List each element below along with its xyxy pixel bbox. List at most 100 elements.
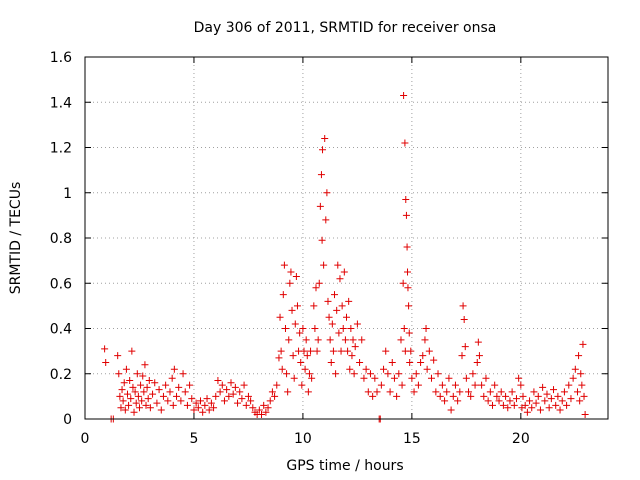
data-point xyxy=(138,397,146,405)
data-point xyxy=(345,297,353,305)
data-point xyxy=(151,379,159,387)
data-point xyxy=(349,336,357,344)
data-point xyxy=(419,352,427,360)
data-point xyxy=(341,336,349,344)
data-point xyxy=(227,379,235,387)
data-point xyxy=(423,365,431,373)
x-axis-label: GPS time / hours xyxy=(286,458,403,474)
data-point xyxy=(188,395,196,403)
data-point xyxy=(458,352,466,360)
data-point xyxy=(286,279,294,287)
data-point xyxy=(560,388,568,396)
data-point xyxy=(512,395,520,403)
data-point xyxy=(402,196,410,204)
data-point xyxy=(214,377,222,385)
data-point xyxy=(422,325,430,332)
data-point xyxy=(534,392,542,400)
y-tick-label: 0 xyxy=(63,412,72,428)
data-point xyxy=(125,401,133,409)
data-point xyxy=(280,261,288,269)
data-point xyxy=(395,370,403,378)
data-point xyxy=(530,388,538,396)
data-point xyxy=(473,358,481,366)
data-point xyxy=(497,388,505,396)
data-point xyxy=(196,397,204,405)
data-point xyxy=(157,406,165,414)
data-point xyxy=(491,381,499,389)
data-point xyxy=(327,358,335,366)
data-point xyxy=(325,313,333,321)
data-point xyxy=(454,397,462,405)
data-point xyxy=(523,408,531,416)
data-point xyxy=(281,325,289,332)
data-point xyxy=(563,401,571,409)
data-points xyxy=(101,91,589,423)
y-tick-label: 1.6 xyxy=(50,50,72,66)
data-point xyxy=(319,146,327,154)
data-point xyxy=(400,325,408,332)
data-point xyxy=(122,365,130,373)
data-point xyxy=(273,381,281,389)
y-tick-label: 0.6 xyxy=(50,276,72,292)
data-point xyxy=(346,365,354,373)
data-point xyxy=(133,370,141,378)
data-point xyxy=(364,388,372,396)
data-point xyxy=(451,381,459,389)
data-point xyxy=(285,336,293,344)
data-point xyxy=(162,381,170,389)
data-point xyxy=(216,388,224,396)
data-point xyxy=(223,386,231,394)
data-point xyxy=(170,365,178,373)
data-point xyxy=(328,320,336,328)
data-point xyxy=(390,374,398,382)
data-point xyxy=(547,395,555,403)
data-point xyxy=(577,370,585,378)
data-point xyxy=(324,297,332,305)
y-tick-label: 0.8 xyxy=(50,231,72,247)
data-point xyxy=(164,397,172,405)
data-point xyxy=(569,374,577,382)
data-point xyxy=(571,365,579,373)
data-point xyxy=(190,406,198,414)
data-point xyxy=(126,377,134,385)
data-point xyxy=(504,404,512,412)
data-point xyxy=(482,374,490,382)
data-point xyxy=(441,397,449,405)
data-point xyxy=(405,302,413,310)
data-point xyxy=(506,397,514,405)
data-point xyxy=(480,392,488,400)
data-point xyxy=(271,392,279,400)
data-point xyxy=(318,236,326,244)
data-point xyxy=(242,401,250,409)
data-point xyxy=(386,388,394,396)
axis-ticks xyxy=(84,56,608,420)
data-point xyxy=(436,392,444,400)
data-point xyxy=(129,383,137,391)
data-point xyxy=(117,404,125,412)
data-point xyxy=(552,401,560,409)
data-point xyxy=(298,381,306,389)
data-point xyxy=(329,347,337,355)
data-point xyxy=(575,352,583,360)
data-point xyxy=(397,336,405,344)
data-point xyxy=(234,399,242,407)
data-point xyxy=(336,275,344,283)
data-point xyxy=(515,374,523,382)
data-point xyxy=(120,379,128,387)
data-point xyxy=(579,340,587,348)
data-point xyxy=(322,216,330,224)
data-point xyxy=(430,356,438,364)
data-point xyxy=(333,306,341,314)
data-point xyxy=(456,388,464,396)
data-point xyxy=(461,343,469,351)
data-point xyxy=(417,358,425,366)
data-point xyxy=(207,399,215,407)
data-point xyxy=(405,329,413,337)
data-point xyxy=(287,268,295,276)
data-point xyxy=(268,388,276,396)
data-point xyxy=(371,374,379,382)
data-point xyxy=(276,313,284,321)
data-point xyxy=(438,381,446,389)
data-point xyxy=(231,383,239,391)
